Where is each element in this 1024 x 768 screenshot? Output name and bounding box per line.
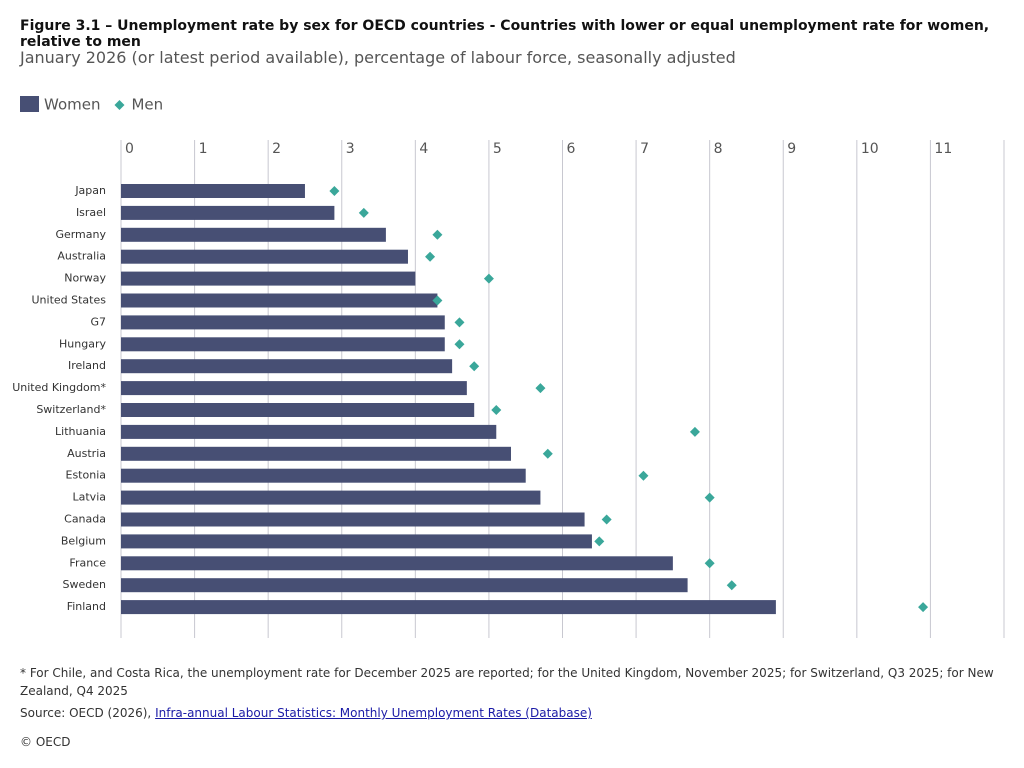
marker xyxy=(432,295,443,306)
source-link[interactable]: Infra-annual Labour Statistics: Monthly … xyxy=(155,706,592,720)
y-tick-label: Japan xyxy=(74,184,106,197)
y-tick-label: France xyxy=(69,556,106,569)
y-tick-label: Canada xyxy=(64,513,106,526)
x-tick-label: 7 xyxy=(640,141,649,157)
y-tick-label: Australia xyxy=(57,250,106,263)
y-tick-label: Ireland xyxy=(68,359,106,372)
bar xyxy=(121,556,673,571)
chart-title: Figure 3.1 – Unemployment rate by sex fo… xyxy=(20,18,990,50)
bar xyxy=(121,293,438,308)
marker xyxy=(454,317,465,328)
bar xyxy=(121,468,526,483)
marker xyxy=(704,558,715,569)
marker xyxy=(726,580,737,591)
legend-label: Women xyxy=(44,96,100,114)
marker xyxy=(601,514,612,525)
x-tick-label: 3 xyxy=(346,141,355,157)
legend-label: Men xyxy=(131,96,163,114)
bar xyxy=(121,249,408,264)
x-tick-label: 9 xyxy=(787,141,796,157)
y-tick-label: United States xyxy=(32,294,107,307)
bar xyxy=(121,381,467,396)
bar xyxy=(121,337,445,352)
y-tick-label: Hungary xyxy=(59,337,106,350)
x-tick-label: 6 xyxy=(567,141,576,157)
chart-subtitle: January 2026 (or latest period available… xyxy=(20,48,736,67)
y-tick-label: Norway xyxy=(64,272,106,285)
marker xyxy=(638,470,649,481)
marker xyxy=(469,361,480,372)
y-tick-label: Lithuania xyxy=(55,425,106,438)
y-tick-label: Israel xyxy=(76,206,106,219)
marker xyxy=(358,207,369,218)
footnote: * For Chile, and Costa Rica, the unemplo… xyxy=(20,666,994,698)
marker xyxy=(483,273,494,284)
bar xyxy=(121,271,416,286)
x-tick-label: 0 xyxy=(125,141,134,157)
bar xyxy=(121,315,445,330)
marker xyxy=(918,602,929,613)
legend-swatch xyxy=(114,100,125,110)
bar xyxy=(121,490,541,505)
bar xyxy=(121,600,776,615)
bar xyxy=(121,403,475,417)
y-tick-label: Finland xyxy=(67,600,106,613)
y-tick-label: Estonia xyxy=(66,469,107,482)
marker xyxy=(454,339,465,350)
y-tick-label: Germany xyxy=(55,228,106,241)
x-tick-label: 8 xyxy=(714,141,723,157)
bar xyxy=(121,227,386,242)
chart: Women Men 0 1 2 3 4 5 6 7 8 9 10 11 Japan Israel Germany… xyxy=(12,96,1005,638)
x-tick-label: 4 xyxy=(419,141,428,157)
bar xyxy=(121,512,585,527)
y-tick-label: G7 xyxy=(90,315,106,328)
marker xyxy=(329,186,340,196)
x-tick-label: 11 xyxy=(934,141,952,157)
source-prefix: Source: OECD (2026), xyxy=(20,706,152,720)
marker xyxy=(535,383,546,394)
copyright: © OECD xyxy=(20,735,71,749)
y-tick-label: Switzerland* xyxy=(36,403,106,416)
source: Source: OECD (2026), Infra-annual Labour… xyxy=(20,706,592,720)
marker xyxy=(432,229,443,240)
bar xyxy=(121,359,453,374)
marker xyxy=(594,536,605,547)
marker xyxy=(689,426,700,437)
y-tick-label: Belgium xyxy=(61,534,106,547)
marker xyxy=(542,448,553,459)
bar xyxy=(121,578,688,593)
y-tick-label: Latvia xyxy=(73,491,107,504)
bar xyxy=(121,446,511,461)
bar xyxy=(121,424,497,439)
bar xyxy=(121,534,592,549)
marker xyxy=(704,492,715,503)
marker xyxy=(491,405,502,415)
y-tick-label: Austria xyxy=(67,447,106,460)
marker xyxy=(425,251,436,262)
x-tick-label: 10 xyxy=(861,141,879,157)
legend-swatch xyxy=(20,96,39,112)
y-tick-label: United Kingdom* xyxy=(12,381,106,394)
x-tick-label: 2 xyxy=(272,141,281,157)
y-tick-label: Sweden xyxy=(63,578,106,591)
x-tick-label: 1 xyxy=(199,141,208,157)
bar xyxy=(121,205,335,220)
x-tick-label: 5 xyxy=(493,141,502,157)
bar xyxy=(121,184,305,198)
